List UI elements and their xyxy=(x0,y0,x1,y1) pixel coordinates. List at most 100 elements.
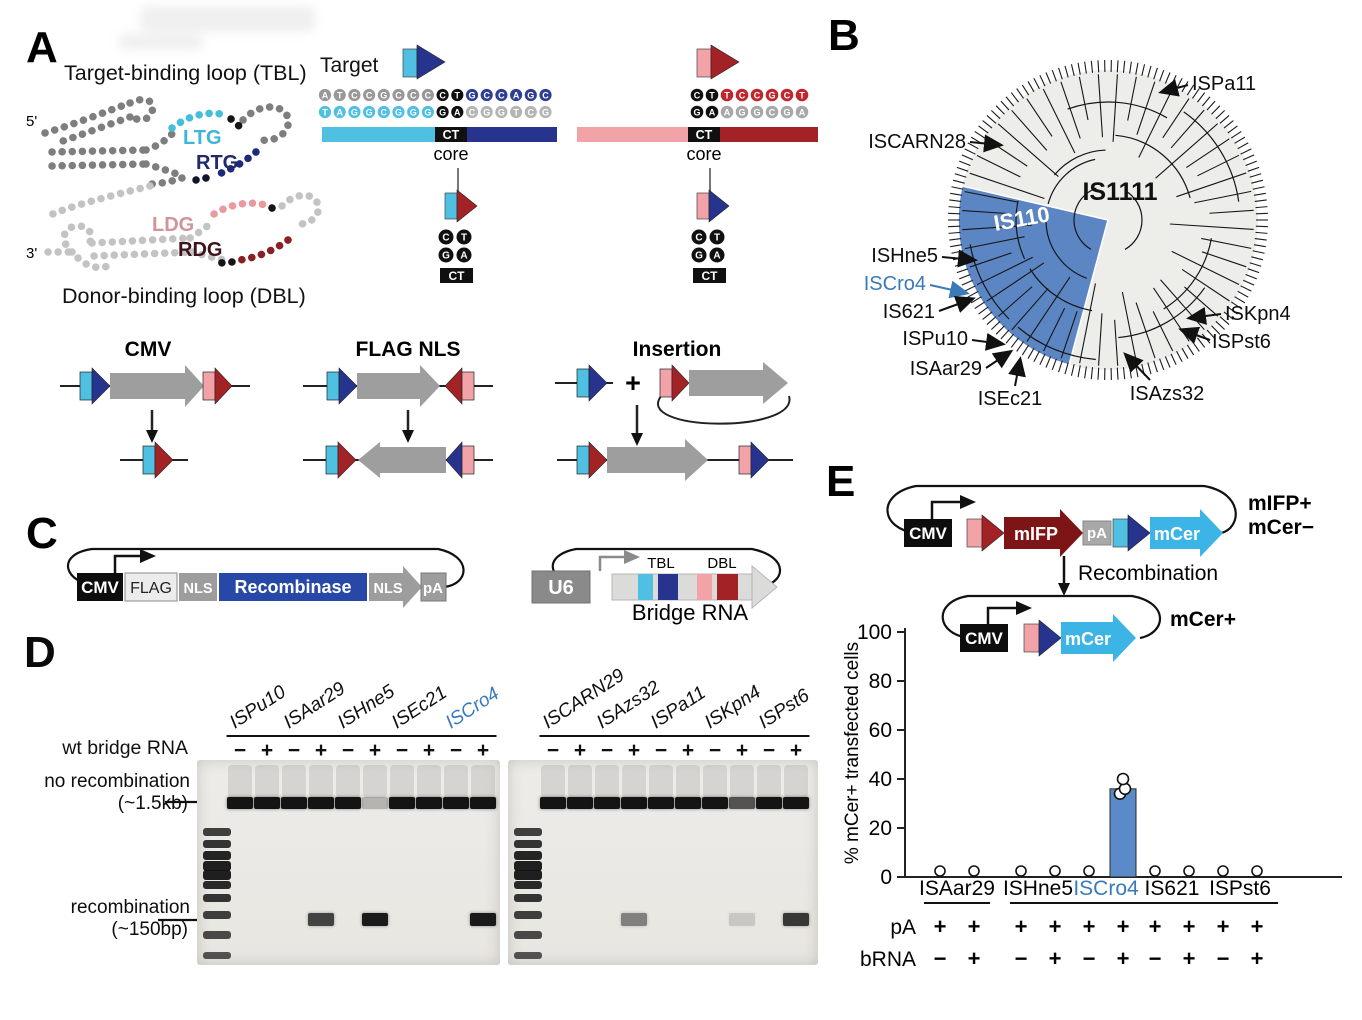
nucleotide-circle xyxy=(391,87,406,103)
tree-branch xyxy=(1079,283,1096,364)
tree-branch xyxy=(964,191,1018,203)
tree-branch xyxy=(1011,109,1048,151)
tree-branch xyxy=(997,123,1059,177)
tree-branch xyxy=(1169,223,1254,230)
tree-tip-tick xyxy=(959,160,971,167)
nucleotide-letter: C xyxy=(395,90,402,100)
brna-condition-symbol: − xyxy=(287,739,301,762)
data-point xyxy=(1049,865,1061,877)
mcer-arrow-label: mCer xyxy=(1065,629,1111,649)
pa-condition-symbol: + xyxy=(1251,914,1264,939)
tree-tip-tick xyxy=(974,130,986,139)
tree-tip-tick xyxy=(1000,100,1010,111)
nucleotide-letter: T xyxy=(337,90,343,100)
nucleotide-circle xyxy=(479,104,494,120)
nucleotide-letter: G xyxy=(366,107,373,117)
tree-branch xyxy=(1098,313,1103,366)
gel-band-no-recombination xyxy=(335,797,361,809)
wt-bridge-rna-label: wt bridge RNA xyxy=(62,737,188,759)
tree-tip-tick xyxy=(1147,362,1152,375)
tree-tip-tick xyxy=(1000,329,1010,340)
panel-b: B IS1111 IS110 ISPa11 ISCARN28 ISHne5 IS… xyxy=(828,11,1291,410)
gel-image-right xyxy=(508,760,818,965)
tree-tip-tick xyxy=(1153,360,1158,373)
y-tick-label: 20 xyxy=(869,817,892,840)
nucleotide-letter: T xyxy=(513,107,519,117)
panel-e-label: E xyxy=(826,457,855,506)
tree-tip-tick xyxy=(1021,84,1030,96)
tree-label-iscro4: ISCro4 xyxy=(864,273,926,295)
tree-tip-tick xyxy=(1141,64,1146,77)
is110-wedge xyxy=(957,185,1109,366)
tree-branch-arc xyxy=(1067,101,1168,119)
tree-tip-tick xyxy=(1237,290,1249,298)
data-point xyxy=(968,865,980,877)
brna-condition-symbol: − xyxy=(1149,946,1162,971)
tree-tip-tick xyxy=(1070,363,1075,376)
gel-band-no-recombination xyxy=(254,797,280,809)
panel-a: A Target-binding loop (TBL) xyxy=(26,23,818,481)
tree-tip-tick xyxy=(1255,231,1268,234)
tree-tip-tick xyxy=(1097,367,1100,380)
excision-diagram xyxy=(60,365,250,479)
data-point xyxy=(1251,865,1263,877)
tree-tip-tick xyxy=(1039,353,1046,366)
tree-tip-tick xyxy=(952,179,965,184)
nucleotide-letter: C xyxy=(410,90,417,100)
tree-tip-tick xyxy=(1223,120,1234,129)
tree-tip-tick xyxy=(1084,366,1087,379)
brna-condition-symbol: + xyxy=(368,739,382,762)
tree-tip-tick xyxy=(1033,350,1040,363)
nucleotide-circle xyxy=(464,104,480,120)
pa-condition-symbol: + xyxy=(968,914,981,939)
tree-tip-tick xyxy=(1186,84,1195,96)
ladder-band xyxy=(203,851,231,860)
nucleotide-letter: G xyxy=(468,90,475,100)
nucleotide-circle xyxy=(347,104,362,120)
tree-branch xyxy=(962,224,1033,231)
tree-tip-tick xyxy=(1010,337,1019,348)
bridge-rna-caption: Bridge RNA xyxy=(632,600,748,625)
nucleotide-circle xyxy=(734,87,750,103)
well-smear xyxy=(730,765,754,798)
ladder-band xyxy=(514,861,542,871)
tree-tip-tick xyxy=(959,273,971,280)
panel-c-label: C xyxy=(26,509,58,558)
nucleotide-circle xyxy=(391,104,406,120)
tree-tip-tick xyxy=(1197,337,1206,348)
tree-tip-tick xyxy=(1201,96,1211,107)
tree-branch xyxy=(1135,302,1156,359)
tree-tip-tick xyxy=(948,225,961,228)
tree-tip-tick xyxy=(978,306,989,315)
dbl-tag: DBL xyxy=(707,555,736,572)
tree-tip-tick xyxy=(1252,186,1265,190)
nucleotide-letter: T xyxy=(709,90,715,100)
tree-branch-arc xyxy=(1118,287,1206,339)
promoter-arrow-icon xyxy=(140,549,156,563)
pa-box-label: pA xyxy=(1087,525,1107,542)
nucleotide-circle xyxy=(450,104,465,120)
nucleotide-circle xyxy=(719,87,735,103)
core-base: A xyxy=(713,251,720,262)
tree-tip-tick xyxy=(1122,60,1126,73)
tree-tip-tick xyxy=(1116,60,1119,73)
scan-artifact xyxy=(140,6,315,32)
tree-tip-tick xyxy=(1245,273,1257,280)
tree-tip-tick xyxy=(1242,279,1255,286)
tree-label-isazs32: ISAzs32 xyxy=(1130,383,1204,405)
gel-band-no-recombination xyxy=(416,797,442,809)
pa-box-label: pA xyxy=(423,580,443,597)
state-mcer-pos: mCer+ xyxy=(1170,608,1236,631)
brna-condition-symbol: + xyxy=(681,739,695,762)
tree-tip-tick xyxy=(948,231,961,234)
tree-branch xyxy=(1078,76,1089,121)
ladder-band xyxy=(514,881,542,889)
no-recombination-label: no recombination xyxy=(44,771,190,792)
tree-branch xyxy=(1114,319,1119,366)
tree-tip-tick xyxy=(1247,166,1260,172)
data-point xyxy=(934,865,946,877)
tree-branch xyxy=(1184,286,1219,317)
tree-tip-tick xyxy=(1064,362,1069,375)
nucleotide-letter: C xyxy=(769,107,776,117)
core-base: C xyxy=(695,233,702,244)
